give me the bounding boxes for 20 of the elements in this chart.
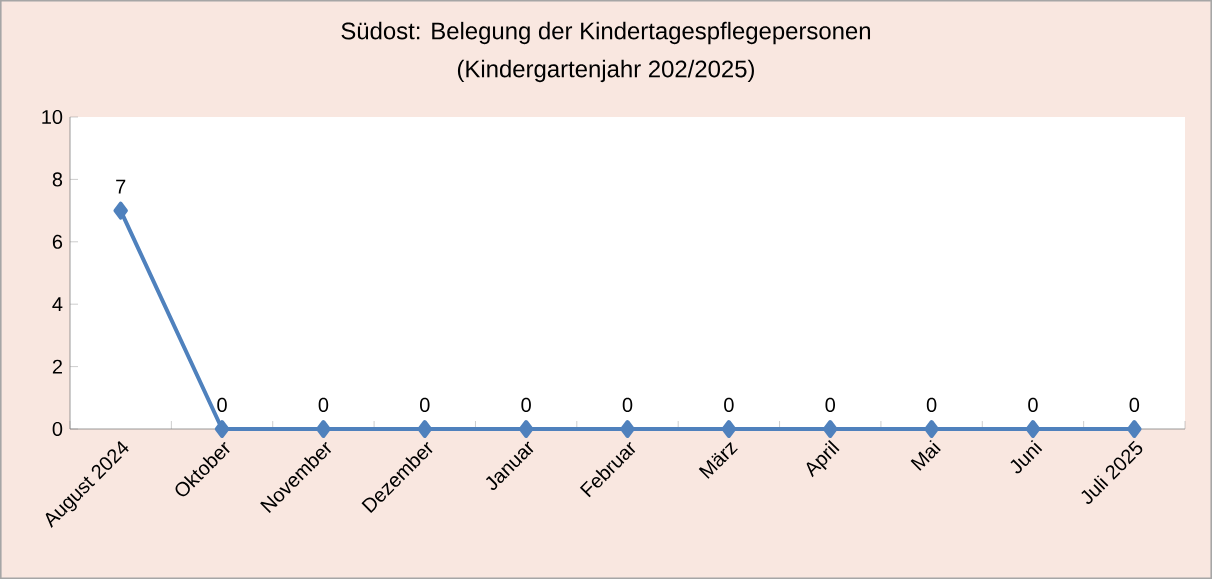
y-tick-label: 8: [52, 172, 63, 187]
y-tick-label: 4: [52, 297, 63, 312]
data-label: 0: [926, 397, 937, 412]
data-label: 0: [825, 397, 836, 412]
y-tick-label: 6: [52, 234, 63, 249]
data-label: 0: [420, 397, 430, 412]
data-label: 0: [1028, 397, 1038, 412]
chart-title: Südost: Belegung der Kindertagespflegepersonen: [341, 21, 871, 45]
y-tick-label: 10: [42, 109, 63, 125]
data-label: 0: [217, 397, 227, 412]
chart-subtitle: (Kindergartenjahr 202/2025): [457, 59, 754, 83]
data-label: 0: [1129, 397, 1140, 412]
x-tick-label: Mai: [910, 439, 941, 471]
y-tick-label: 0: [52, 421, 63, 437]
data-label: 0: [622, 397, 633, 412]
y-tick-label: 2: [52, 359, 62, 374]
data-label: 7: [116, 179, 126, 194]
data-label: 0: [318, 397, 329, 412]
data-label: 0: [521, 397, 531, 412]
data-label: 0: [724, 397, 734, 412]
